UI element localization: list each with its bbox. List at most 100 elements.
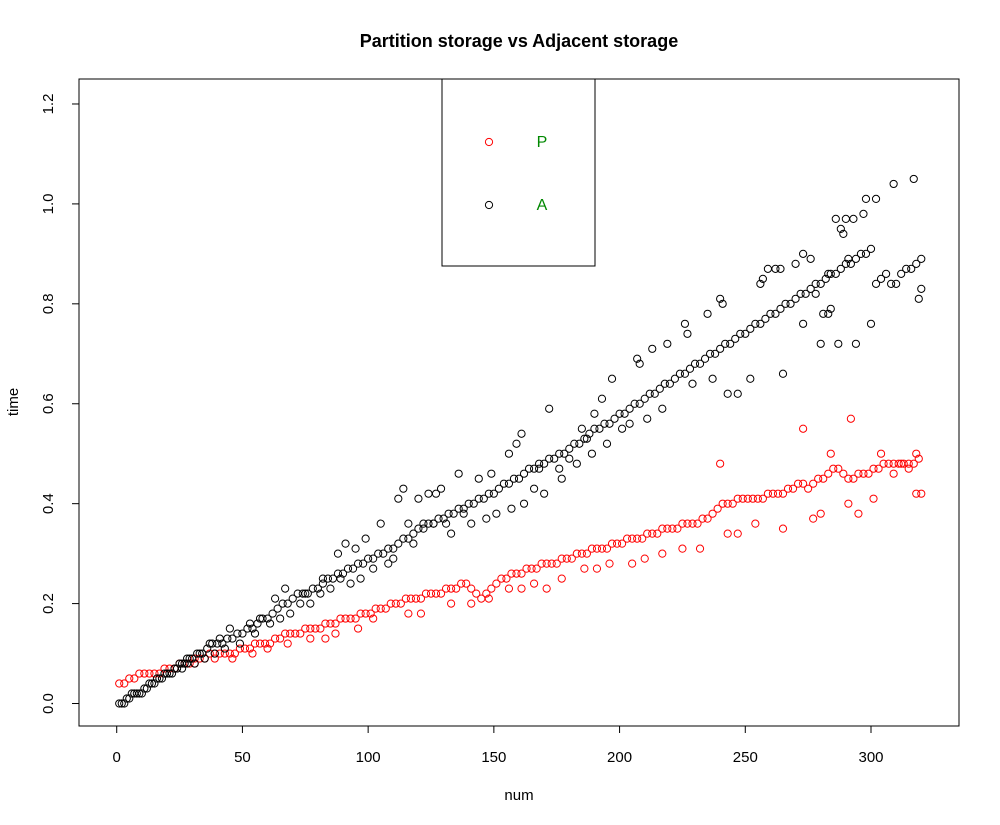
point-A [607, 374, 617, 383]
point-A [645, 389, 654, 398]
point-A [550, 454, 559, 463]
point-A [255, 614, 265, 623]
point-A [494, 484, 503, 493]
point-P [411, 594, 421, 603]
point-P [326, 619, 335, 628]
point-A [507, 504, 516, 513]
point-P [436, 589, 446, 598]
point-P [783, 484, 793, 493]
point-P [778, 489, 788, 498]
legend-marker-A [484, 200, 494, 210]
point-A [306, 599, 315, 608]
point-P [678, 519, 687, 528]
legend-label-A: A [537, 197, 548, 214]
point-A [821, 274, 830, 283]
point-A [575, 439, 584, 448]
point-A [565, 444, 574, 453]
point-A [535, 459, 544, 468]
point-A [881, 269, 891, 278]
point-A [643, 414, 652, 423]
data-points [115, 174, 926, 708]
point-P [404, 609, 413, 618]
point-P [271, 634, 280, 643]
point-P [235, 644, 245, 653]
point-A [248, 624, 257, 633]
point-A [399, 484, 408, 493]
point-A [273, 604, 282, 613]
point-A [210, 649, 219, 658]
point-P [346, 614, 355, 623]
point-A [225, 624, 234, 633]
point-P [386, 599, 395, 608]
point-A [811, 289, 820, 298]
point-P [351, 614, 360, 623]
point-P [582, 549, 591, 558]
point-A [761, 314, 770, 323]
series-P [115, 414, 926, 688]
point-P [572, 549, 581, 558]
point-A [137, 689, 146, 698]
point-A [180, 659, 189, 668]
point-A [680, 319, 690, 328]
point-A [861, 249, 871, 258]
point-A [384, 544, 393, 553]
point-A [695, 359, 705, 368]
point-P [353, 624, 363, 633]
point-P [753, 494, 762, 503]
point-A [200, 654, 209, 663]
point-P [291, 629, 300, 638]
point-A [172, 664, 182, 673]
point-P [738, 494, 747, 503]
point-A [281, 584, 290, 593]
point-A [736, 329, 745, 338]
point-A [489, 489, 498, 498]
point-A [404, 519, 413, 528]
point-P [849, 474, 858, 483]
point-P [778, 524, 788, 533]
legend-box [441, 78, 596, 267]
point-P [814, 474, 823, 483]
point-A [157, 674, 167, 683]
point-A [117, 699, 126, 708]
point-A [301, 589, 310, 598]
point-P [245, 644, 255, 653]
point-P [356, 609, 365, 618]
point-P [547, 559, 556, 568]
point-A [665, 379, 674, 388]
point-P [452, 584, 461, 593]
point-A [424, 489, 433, 498]
point-A [444, 509, 453, 518]
point-P [220, 649, 229, 658]
point-A [195, 649, 204, 658]
point-P [369, 614, 378, 623]
point-P [607, 539, 617, 548]
point-P [336, 614, 345, 623]
point-A [316, 589, 325, 598]
point-A [517, 429, 526, 438]
point-P [638, 534, 647, 543]
point-A [600, 419, 609, 428]
point-A [841, 259, 850, 268]
point-A [711, 349, 720, 358]
point-A [135, 689, 144, 698]
y-tick-label: 0.2 [40, 593, 57, 614]
point-A [268, 609, 277, 618]
x-tick-label: 300 [858, 749, 883, 766]
point-P [889, 469, 898, 478]
point-P [431, 589, 441, 598]
point-A [595, 424, 604, 433]
point-A [429, 519, 438, 528]
point-A [519, 469, 529, 478]
point-P [658, 549, 667, 558]
point-P [723, 529, 732, 538]
point-A [897, 269, 906, 278]
point-A [409, 529, 418, 538]
point-P [311, 624, 320, 633]
point-P [718, 499, 727, 508]
point-P [912, 489, 921, 498]
point-A [265, 619, 275, 628]
point-A [670, 374, 679, 383]
point-A [582, 434, 591, 443]
point-A [250, 629, 260, 638]
point-A [414, 494, 423, 503]
